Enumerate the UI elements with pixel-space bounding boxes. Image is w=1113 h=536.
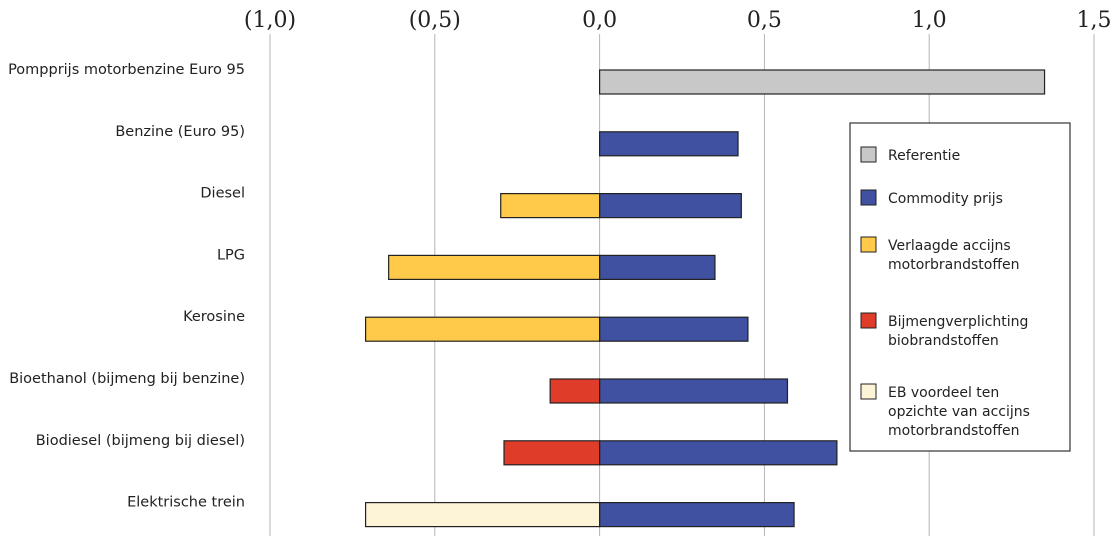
bar [598,254,716,280]
bars [364,69,1046,528]
category-label: Biodiesel (bijmeng bij diesel) [36,433,245,449]
category-label: Diesel [200,186,245,202]
bar [598,131,739,157]
legend-swatch [860,236,877,253]
legend-label: motorbrandstoffen [888,257,1019,273]
bar [598,502,795,528]
bar [364,502,601,528]
legend-swatch [860,146,877,163]
x-tick-label: 0,0 [582,8,617,33]
legend-label: EB voordeel ten [888,385,999,401]
x-axis-ticks: (1,0) (0,5) 0,0 0,5 1,0 1,5 [244,8,1112,33]
bar [364,316,601,342]
bar [549,378,601,404]
legend-swatch [860,189,877,206]
x-tick-label: 0,5 [747,8,782,33]
x-tick-label: (1,0) [244,8,296,33]
category-label: Bioethanol (bijmeng bij benzine) [9,371,245,387]
category-label: LPG [217,247,245,263]
bar [598,193,742,219]
legend-label: Commodity prijs [888,191,1003,207]
bar [598,378,789,404]
legend-label: motorbrandstoffen [888,423,1019,439]
bar [598,69,1046,95]
legend-swatch [860,383,877,400]
bar [503,440,601,466]
category-label: Pompprijs motorbenzine Euro 95 [8,62,245,78]
x-tick-label: 1,0 [912,8,947,33]
legend-label: biobrandstoffen [888,333,999,349]
category-label: Kerosine [183,309,245,325]
x-tick-label: 1,5 [1077,8,1112,33]
legend: Referentie Commodity prijs Verlaagde accij… [849,122,1071,452]
legend-label: opzichte van accijns [888,404,1030,420]
bar [388,254,601,280]
legend-box [849,122,1071,452]
x-tick-label: (0,5) [409,8,461,33]
bar [500,193,601,219]
category-labels: Pompprijs motorbenzine Euro 95 Benzine (E… [8,62,245,511]
bar [598,440,838,466]
category-label: Elektrische trein [127,495,245,511]
legend-label: Verlaagde accijns [888,238,1011,254]
legend-label: Referentie [888,148,960,164]
legend-label: Bijmengverplichting [888,314,1028,330]
bar [598,316,749,342]
category-label: Benzine (Euro 95) [115,124,245,140]
legend-swatch [860,312,877,329]
